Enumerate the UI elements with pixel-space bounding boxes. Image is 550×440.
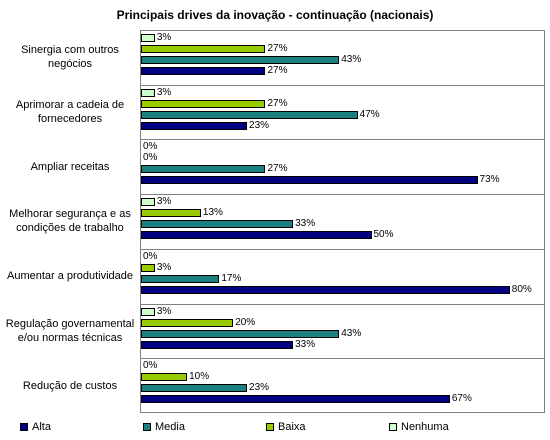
bar — [141, 373, 188, 382]
category-label: Sinergia com outros negócios — [21, 44, 119, 71]
value-label: 47% — [359, 108, 380, 120]
value-label: 3% — [156, 196, 172, 208]
legend-label: Nenhuma — [401, 421, 449, 433]
bar — [141, 329, 340, 338]
legend-swatch — [20, 423, 28, 431]
value-label: 0% — [143, 141, 158, 153]
value-label: 27% — [267, 97, 288, 109]
group-separator — [140, 303, 545, 305]
bar — [141, 285, 510, 294]
value-label: 50% — [373, 229, 394, 241]
bar — [141, 45, 266, 53]
chart-title: Principais drives da inovação - continua… — [116, 8, 434, 22]
value-label: 0% — [143, 152, 158, 164]
legend-swatch — [143, 423, 151, 431]
category-label: Ampliar receitas — [30, 160, 110, 173]
value-label: 10% — [189, 371, 210, 383]
bar — [141, 209, 201, 218]
plot-area — [140, 30, 545, 413]
value-label: 3% — [156, 305, 172, 317]
bar — [141, 220, 294, 229]
value-label: 43% — [341, 327, 362, 339]
bar — [141, 121, 248, 130]
bar — [141, 231, 372, 240]
bar — [141, 198, 155, 207]
value-label: 23% — [249, 382, 270, 394]
legend-label: Baixa — [278, 421, 306, 433]
bar — [141, 384, 248, 393]
value-label: 20% — [235, 316, 256, 328]
value-label: 3% — [156, 86, 172, 98]
bar — [141, 110, 358, 119]
category-label: Aumentar a produtividade — [7, 270, 133, 283]
value-label: 3% — [156, 32, 172, 43]
category-label: Redução de custos — [22, 379, 118, 392]
group-separator — [140, 248, 545, 250]
bar — [141, 56, 340, 64]
value-label: 0% — [143, 250, 158, 262]
group-separator — [140, 194, 545, 196]
value-label: 17% — [221, 272, 242, 284]
category-label: Regulação governamental e/ou normas técn… — [5, 317, 135, 344]
bar — [141, 67, 266, 75]
group-separator — [140, 358, 545, 360]
bar — [141, 340, 294, 349]
legend-label: Alta — [32, 421, 51, 433]
bar — [141, 318, 234, 327]
bar — [141, 34, 155, 42]
value-label: 27% — [267, 65, 288, 76]
bar — [141, 274, 220, 283]
category-label: Melhorar segurança e as condições de tra… — [9, 208, 131, 235]
value-label: 43% — [341, 54, 362, 65]
value-label: 0% — [143, 360, 158, 372]
value-label: 3% — [156, 261, 172, 273]
bar — [141, 307, 155, 316]
value-label: 80% — [511, 283, 532, 295]
bar — [141, 165, 266, 174]
category-label: Aprimorar a cadeia de fornecedores — [15, 99, 125, 126]
group-separator — [140, 84, 545, 86]
legend-label: Media — [155, 421, 185, 433]
bar — [141, 99, 266, 108]
value-label: 27% — [267, 43, 288, 54]
group-separator — [140, 139, 545, 141]
legend-swatch — [266, 423, 274, 431]
value-label: 67% — [451, 393, 472, 405]
value-label: 33% — [295, 218, 316, 230]
bar — [141, 176, 478, 185]
bar — [141, 395, 450, 404]
value-label: 23% — [249, 119, 270, 131]
bar — [141, 263, 155, 272]
bar — [141, 88, 155, 97]
value-label: 13% — [202, 207, 223, 219]
legend-swatch — [389, 423, 397, 431]
value-label: 27% — [267, 163, 288, 175]
value-label: 73% — [479, 174, 500, 186]
value-label: 33% — [295, 338, 316, 350]
